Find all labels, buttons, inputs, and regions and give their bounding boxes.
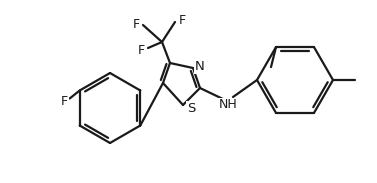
Text: S: S	[187, 102, 195, 115]
Text: F: F	[61, 95, 68, 108]
Text: NH: NH	[219, 98, 238, 111]
Text: F: F	[132, 18, 139, 31]
Text: F: F	[138, 44, 144, 57]
Text: F: F	[178, 14, 185, 27]
Text: N: N	[195, 61, 205, 74]
